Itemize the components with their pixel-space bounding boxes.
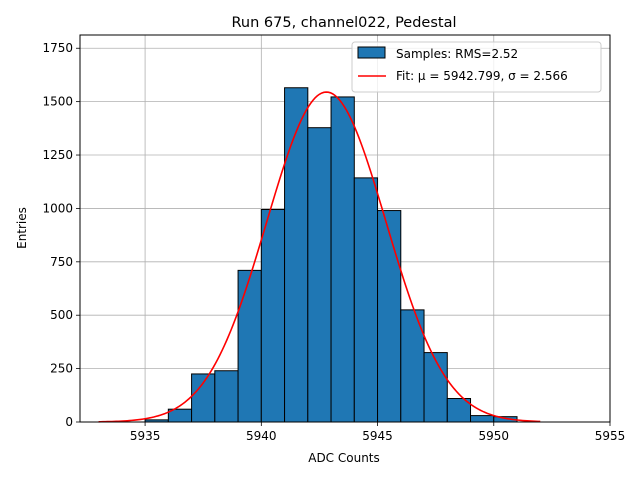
histogram-bar (470, 415, 495, 423)
legend: Samples: RMS=2.52 Fit: μ = 5942.799, σ =… (351, 41, 602, 93)
x-tick-label: 5945 (362, 429, 393, 443)
legend-samples-swatch (357, 46, 386, 59)
legend-fit-label: Fit: μ = 5942.799, σ = 2.566 (396, 69, 568, 83)
histogram-bar (353, 177, 379, 423)
y-tick-label: 750 (50, 255, 73, 269)
x-tick-label: 5955 (595, 429, 626, 443)
histogram-bar (423, 352, 448, 423)
y-tick-label: 1750 (42, 41, 73, 55)
histogram-bar (307, 127, 332, 423)
y-tick-label: 500 (50, 308, 73, 322)
chart-title: Run 675, channel022, Pedestal (231, 15, 456, 31)
y-axis-ticks: 0 250 500 750 1000 1250 1500 1750 (42, 41, 80, 429)
histogram-bar (377, 210, 402, 423)
x-tick-label: 5935 (130, 429, 161, 443)
histogram-bar (191, 373, 216, 423)
x-tick-label: 5950 (478, 429, 509, 443)
y-tick-label: 1000 (42, 201, 73, 215)
legend-box (351, 41, 602, 93)
y-tick-label: 1250 (42, 148, 73, 162)
histogram-bar (260, 208, 286, 423)
axes-frame (79, 34, 611, 423)
histogram-bar (214, 370, 239, 423)
plot-area: 5935 5940 5945 5950 5955 0 250 500 750 1000 1250 1… (42, 34, 625, 443)
y-tick-label: 0 (65, 415, 73, 429)
x-tick-label: 5940 (246, 429, 277, 443)
y-tick-label: 1500 (42, 95, 73, 109)
histogram-bar (284, 87, 309, 423)
fit-curve (98, 91, 541, 423)
y-axis-label: Entries (15, 207, 29, 249)
legend-samples-label: Samples: RMS=2.52 (396, 47, 518, 61)
x-axis-ticks: 5935 5940 5945 5950 5955 (130, 422, 625, 443)
histogram-bars (144, 87, 518, 423)
histogram-bar (237, 269, 262, 423)
histogram-bar (330, 96, 355, 423)
y-tick-label: 250 (50, 362, 73, 376)
x-axis-label: ADC Counts (308, 451, 380, 465)
